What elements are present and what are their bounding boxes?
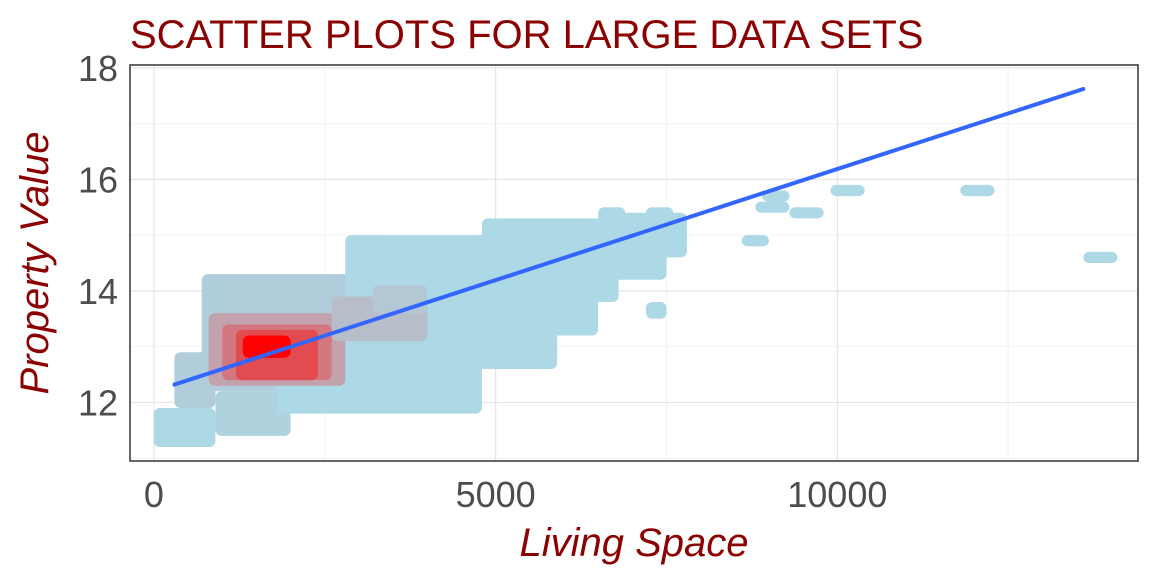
density-bin	[516, 279, 599, 336]
trend-line	[172, 86, 1086, 387]
y-axis: 12 14 16 18	[78, 48, 118, 424]
y-tick-label: 14	[78, 271, 118, 312]
trend-line-layer	[172, 86, 1086, 387]
density-bin	[789, 207, 824, 219]
density-bin	[755, 201, 790, 213]
x-tick-label: 5000	[456, 474, 536, 515]
density-bin	[598, 207, 626, 224]
y-tick-label: 16	[78, 159, 118, 200]
density-bin	[830, 184, 865, 197]
density-bin	[372, 285, 428, 314]
density-bin	[960, 184, 995, 197]
x-tick-label: 10000	[787, 474, 887, 515]
y-tick-label: 18	[78, 48, 118, 89]
plot-border	[129, 64, 1139, 462]
x-tick-label: 0	[144, 474, 164, 515]
density-bin	[1083, 251, 1118, 263]
y-tick-label: 12	[78, 382, 118, 423]
chart-title: SCATTER PLOTS FOR LARGE DATA SETS	[130, 13, 923, 57]
x-axis-title: Living Space	[519, 521, 748, 565]
y-axis-title: Property Value	[13, 131, 57, 394]
density-bin	[741, 235, 769, 247]
density-bin	[577, 274, 619, 303]
x-axis: 0 5000 10000	[144, 474, 887, 515]
density-bin	[645, 302, 667, 319]
density-bin	[153, 408, 216, 448]
density-bin	[215, 391, 291, 436]
density-bins	[153, 184, 1118, 448]
density-bin	[645, 207, 674, 219]
